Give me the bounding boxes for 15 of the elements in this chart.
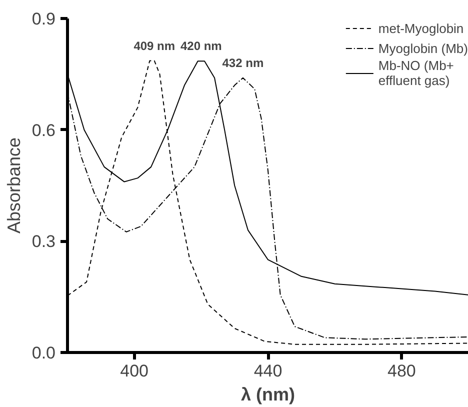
x-axis-title: λ (nm) xyxy=(241,384,296,404)
annotation: 409 nm xyxy=(134,38,176,53)
annotation: 432 nm xyxy=(222,56,264,70)
x-tick-label: 400 xyxy=(120,362,149,380)
y-axis-title: Absorbance xyxy=(4,137,24,234)
y-tick-label: 0.9 xyxy=(32,10,56,28)
y-tick-label: 0.0 xyxy=(32,344,56,362)
legend-label: Mb-NO (Mb+ effluent gas) xyxy=(378,58,454,88)
legend-label: met-Myoglobin xyxy=(378,20,464,36)
annotation: 420 nm xyxy=(180,39,222,54)
y-tick-label: 0.6 xyxy=(32,120,56,140)
x-tick-label: 480 xyxy=(387,362,416,380)
x-tick-label: 440 xyxy=(254,362,282,380)
legend-label: Myoglobin (Mb) xyxy=(378,40,468,56)
y-tick-label: 0.3 xyxy=(32,232,56,252)
